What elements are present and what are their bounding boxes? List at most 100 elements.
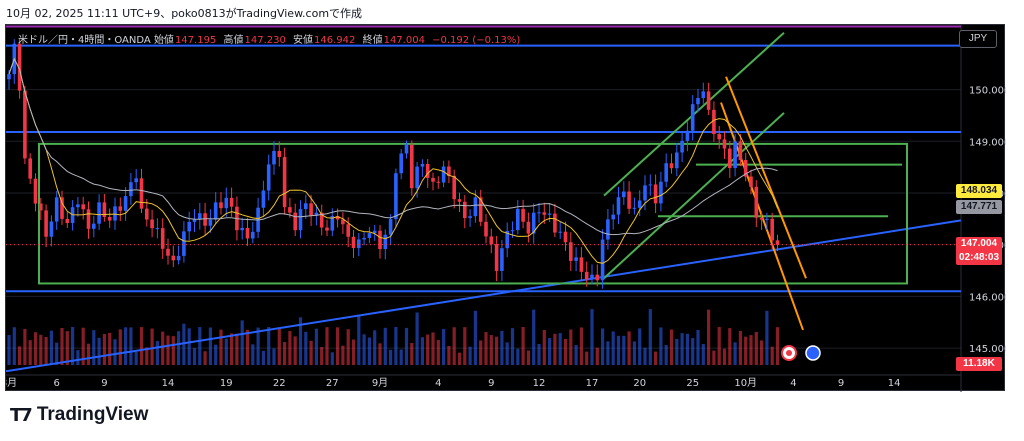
candle-body — [468, 216, 472, 219]
volume-bar — [272, 348, 276, 365]
candle-body — [606, 219, 610, 240]
candle-body — [600, 239, 605, 281]
last-price-badge: 147.004 02:48:03 — [956, 237, 1002, 266]
candle-body — [712, 109, 716, 135]
candle-body — [441, 166, 446, 183]
candle-body — [759, 217, 764, 220]
candle-body — [590, 274, 594, 280]
volume-bar — [394, 327, 398, 365]
volume-badge: 11.18K — [956, 357, 1002, 371]
chart-area[interactable]: 150.000149.000148.000147.000146.000145.0… — [5, 24, 1006, 392]
volume-bar — [12, 327, 16, 365]
candle-body — [637, 200, 642, 208]
candle-body — [696, 98, 700, 105]
candle-body — [728, 148, 732, 169]
volume-bar — [86, 343, 91, 365]
high-label: 高値 — [223, 35, 244, 46]
ma-gray-price-badge: 147.771 — [956, 199, 1002, 214]
volume-bar — [590, 309, 594, 365]
candle-body — [521, 208, 525, 222]
volume-bar — [452, 327, 456, 365]
volume-bar — [256, 327, 260, 365]
volume-bar — [33, 332, 38, 365]
candle-body — [743, 160, 748, 177]
volume-bar — [293, 336, 297, 365]
price-chart[interactable]: 150.000149.000148.000147.000146.000145.0… — [6, 25, 1006, 392]
candle-body — [478, 197, 483, 222]
symbol-label: 米ドル／円・4時間・OANDA — [18, 35, 151, 46]
candle-body — [123, 196, 128, 211]
volume-bar — [49, 330, 53, 365]
candle-body — [627, 191, 631, 209]
volume-bar — [420, 337, 424, 365]
volume-bar — [214, 344, 218, 365]
volume-bar — [97, 337, 101, 365]
candle-body — [770, 218, 774, 241]
volume-bar — [563, 338, 568, 365]
time-tick-label: 14 — [888, 378, 901, 389]
volume-bar — [346, 329, 350, 365]
volume-bar — [298, 317, 303, 365]
volume-bar — [267, 327, 271, 365]
volume-bar — [585, 351, 589, 365]
volume-bar — [7, 335, 11, 365]
candle-body — [362, 237, 366, 240]
time-tick-label: 20 — [633, 378, 646, 389]
candle-body — [49, 221, 54, 237]
volume-bar — [516, 348, 520, 365]
candle-body — [447, 166, 451, 176]
candle-body — [176, 255, 181, 261]
volume-bar — [325, 327, 329, 365]
tradingview-logo[interactable]: 𝗧𝟳 TradingView — [10, 404, 148, 426]
candle-body — [203, 213, 207, 226]
price-tick-label: 146.000 — [969, 292, 1006, 303]
candle-body — [436, 181, 441, 183]
volume-bar — [442, 329, 446, 365]
candle-body — [44, 210, 48, 237]
candle-body — [526, 221, 531, 234]
candle-body — [431, 177, 435, 182]
volume-bar — [770, 346, 774, 365]
volume-bar — [320, 347, 324, 365]
volume-bar — [664, 344, 668, 365]
volume-bar — [192, 348, 197, 365]
candle-body — [690, 104, 695, 131]
candle-body — [558, 231, 562, 233]
time-tick-label: 25 — [686, 378, 699, 389]
volume-bar — [373, 330, 377, 365]
change-value: −0.192 (−0.13%) — [432, 35, 521, 46]
volume-bar — [505, 342, 509, 365]
time-tick-label: 4 — [435, 378, 441, 389]
volume-bar — [632, 341, 636, 365]
volume-bar — [357, 314, 361, 365]
volume-bar — [330, 352, 334, 365]
candle-body — [505, 230, 509, 249]
ohlc-legend: 米ドル／円・4時間・OANDA 始値147.195 高値147.230 安値14… — [18, 31, 524, 46]
time-tick-label: 9月 — [372, 377, 388, 389]
volume-bar — [251, 344, 255, 365]
low-value: 146.942 — [314, 35, 356, 46]
volume-bar — [579, 327, 583, 365]
candle-body — [81, 204, 85, 210]
currency-button[interactable]: JPY — [959, 30, 997, 48]
volume-bar — [108, 332, 112, 365]
candle-body — [33, 178, 38, 204]
volume-bar — [65, 331, 69, 365]
price-tick-label: 149.000 — [969, 137, 1006, 148]
candle-body — [643, 185, 647, 201]
volume-bar — [219, 329, 223, 365]
candle-body — [367, 233, 372, 238]
open-value: 147.195 — [174, 35, 217, 46]
volume-bar — [627, 331, 631, 365]
candle-body — [595, 274, 600, 281]
volume-bar — [383, 327, 387, 365]
candle-body — [39, 203, 43, 211]
candle-body — [198, 213, 202, 220]
candle-body — [611, 214, 615, 220]
candle-body — [330, 215, 335, 231]
candle-body — [616, 197, 621, 215]
candle-body — [335, 215, 340, 220]
candle-body — [669, 163, 674, 169]
candle-body — [65, 218, 70, 223]
volume-bar — [304, 331, 308, 365]
